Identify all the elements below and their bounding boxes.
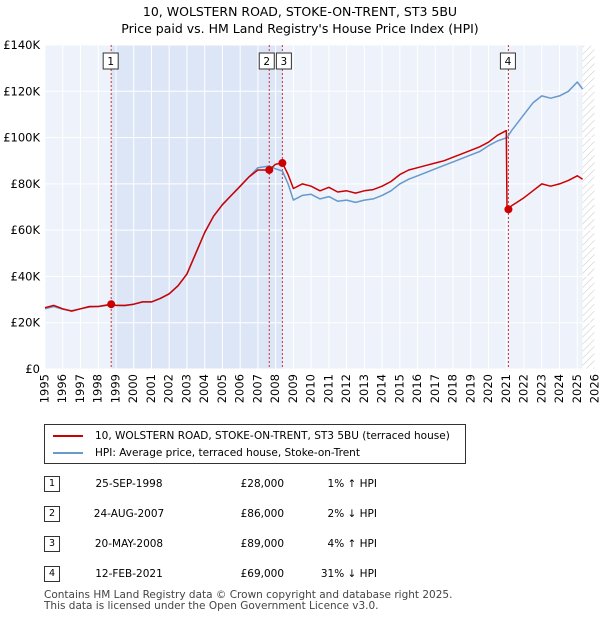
- x-tick-label: 2000: [126, 374, 140, 403]
- legend-swatch-property: [53, 435, 83, 437]
- transaction-price: £86,000: [240, 508, 284, 520]
- x-tick-label: 2023: [534, 374, 548, 403]
- transaction-hpi: 2% ↓ HPI: [327, 508, 377, 520]
- x-tick-label: 2012: [339, 374, 353, 403]
- x-tick-label: 2017: [428, 374, 442, 403]
- transaction-price: £69,000: [240, 568, 284, 580]
- y-tick-label: £100K: [3, 131, 40, 145]
- highlight-span: [111, 45, 283, 369]
- legend: 10, WOLSTERN ROAD, STOKE-ON-TRENT, ST3 5…: [44, 424, 466, 464]
- chart-title: 10, WOLSTERN ROAD, STOKE-ON-TRENT, ST3 5…: [142, 4, 458, 19]
- legend-item-hpi: HPI: Average price, terraced house, Stok…: [53, 445, 360, 461]
- y-tick-label: £0: [25, 362, 40, 376]
- sale-point-3: [278, 159, 287, 168]
- y-tick-label: £20K: [11, 316, 41, 330]
- x-tick-label: 2015: [392, 374, 406, 403]
- x-tick-label: 2026: [588, 374, 600, 403]
- marker-label-2: 2: [263, 56, 270, 68]
- marker-box-4: [499, 52, 516, 70]
- y-tick-label: £140K: [3, 38, 40, 52]
- x-tick-label: 2002: [162, 374, 176, 403]
- x-tick-label: 2005: [215, 374, 229, 403]
- footer-line-1: Contains HM Land Registry data © Crown c…: [44, 589, 453, 601]
- x-tick-label: 1997: [73, 374, 87, 403]
- x-tick-label: 2001: [144, 374, 158, 403]
- transaction-number: 1: [44, 476, 60, 492]
- x-tick-label: 2013: [357, 374, 371, 403]
- future-region-hatch: [582, 45, 595, 369]
- sale-point-4: [504, 205, 513, 214]
- x-tick-label: 2019: [463, 374, 477, 403]
- x-tick-label: 2021: [499, 374, 513, 403]
- transaction-date: 25-SEP-1998: [95, 478, 163, 490]
- x-tick-label: 1999: [108, 374, 122, 403]
- footer-line-2: This data is licensed under the Open Gov…: [44, 600, 379, 612]
- marker-label-1: 1: [107, 56, 114, 68]
- x-tick-label: 2003: [179, 374, 193, 403]
- x-tick-label: 2010: [304, 374, 318, 403]
- sale-point-1: [107, 300, 116, 309]
- x-tick-label: 1995: [38, 374, 52, 403]
- table-row: 2 24-AUG-2007 £86,000 2% ↓ HPI: [44, 504, 464, 524]
- x-tick-label: 2020: [481, 374, 495, 403]
- chart-subtitle: Price paid vs. HM Land Registry's House …: [121, 21, 479, 36]
- y-tick-label: £40K: [11, 269, 41, 283]
- table-row: 1 25-SEP-1998 £28,000 1% ↑ HPI: [44, 474, 464, 494]
- y-tick-label: £80K: [11, 177, 41, 191]
- x-tick-label: 2008: [268, 374, 282, 403]
- sale-point-2: [265, 165, 274, 174]
- table-row: 4 12-FEB-2021 £69,000 31% ↓ HPI: [44, 564, 464, 584]
- transaction-date: 24-AUG-2007: [93, 508, 165, 520]
- transaction-date: 12-FEB-2021: [95, 568, 163, 580]
- transaction-hpi: 1% ↑ HPI: [327, 478, 377, 490]
- x-tick-label: 2006: [233, 374, 247, 403]
- transaction-hpi: 31% ↓ HPI: [320, 568, 377, 580]
- y-tick-label: £60K: [11, 223, 41, 237]
- x-tick-label: 1996: [55, 374, 69, 403]
- x-tick-label: 2004: [197, 374, 211, 403]
- series-line-property: [44, 129, 584, 312]
- marker-box-1: [102, 52, 119, 70]
- y-tick-label: £120K: [3, 84, 40, 98]
- transaction-hpi: 4% ↑ HPI: [327, 538, 377, 550]
- x-tick-label: 2014: [375, 374, 389, 403]
- marker-label-3: 3: [281, 56, 288, 68]
- legend-label-property: 10, WOLSTERN ROAD, STOKE-ON-TRENT, ST3 5…: [95, 430, 450, 442]
- x-tick-label: 2025: [570, 374, 584, 403]
- x-tick-label: 2016: [410, 374, 424, 403]
- x-tick-label: 2022: [517, 374, 531, 403]
- x-tick-label: 2024: [552, 374, 566, 403]
- transaction-price: £89,000: [240, 538, 284, 550]
- transaction-number: 2: [44, 506, 60, 522]
- transaction-number: 3: [44, 536, 60, 552]
- marker-box-3: [275, 52, 292, 70]
- x-tick-label: 1998: [91, 374, 105, 403]
- marker-box-2: [258, 52, 275, 70]
- transaction-price: £28,000: [240, 478, 284, 490]
- table-row: 3 20-MAY-2008 £89,000 4% ↑ HPI: [44, 534, 464, 554]
- transaction-number: 4: [44, 566, 60, 582]
- legend-label-hpi: HPI: Average price, terraced house, Stok…: [95, 447, 360, 459]
- legend-swatch-hpi: [53, 452, 83, 454]
- x-tick-label: 2018: [446, 374, 460, 403]
- x-tick-label: 2011: [321, 374, 335, 403]
- footer: Contains HM Land Registry data © Crown c…: [44, 590, 452, 612]
- legend-item-property: 10, WOLSTERN ROAD, STOKE-ON-TRENT, ST3 5…: [53, 428, 450, 444]
- x-tick-label: 2007: [250, 374, 264, 403]
- x-tick-label: 2009: [286, 374, 300, 403]
- transaction-date: 20-MAY-2008: [94, 538, 164, 550]
- marker-label-4: 4: [505, 56, 512, 68]
